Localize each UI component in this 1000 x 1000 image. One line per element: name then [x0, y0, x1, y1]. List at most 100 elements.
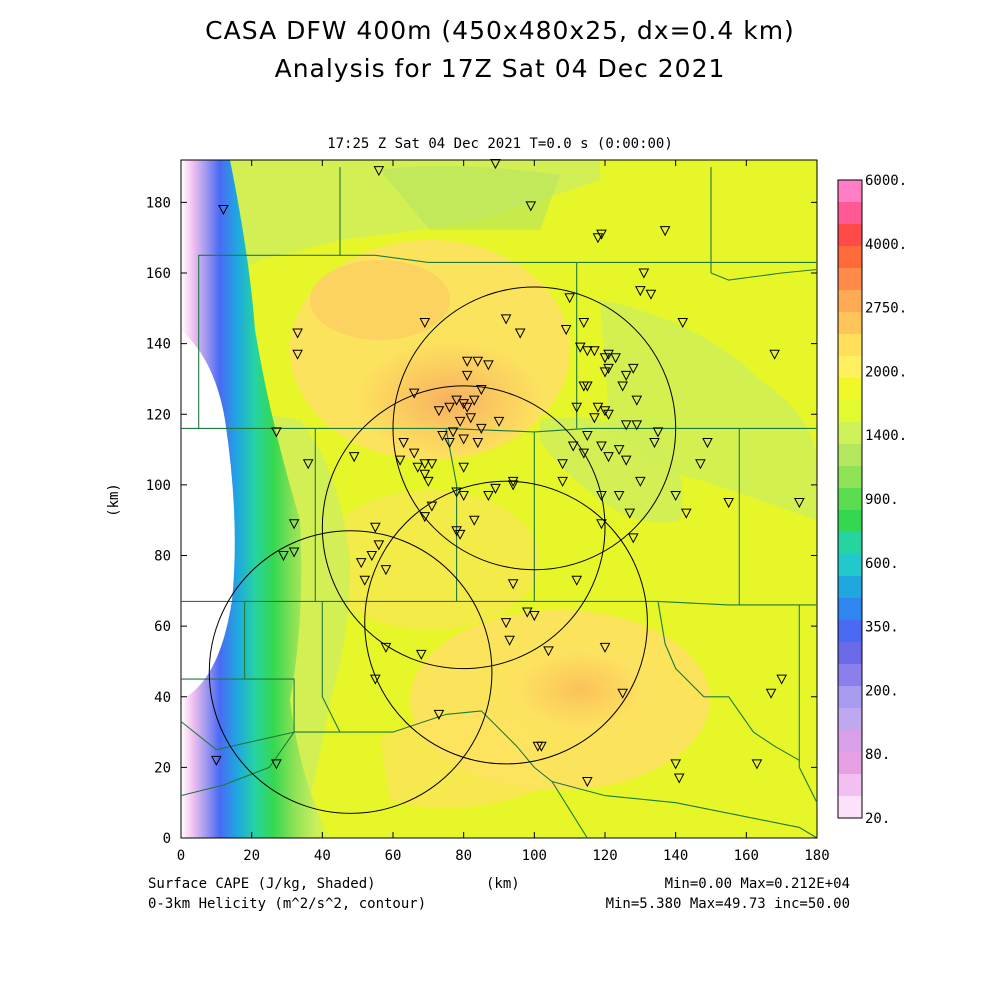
- station-marker: [571, 402, 583, 413]
- x-tick-label: 20: [243, 848, 260, 864]
- station-marker: [490, 159, 501, 170]
- y-tick-label: 140: [146, 337, 171, 353]
- station-marker: [454, 416, 466, 427]
- station-marker: [670, 490, 681, 502]
- station-marker: [596, 441, 607, 452]
- station-marker: [677, 317, 689, 329]
- county-boundary-line: [480, 710, 818, 839]
- station-marker: [620, 420, 632, 431]
- station-marker: [472, 438, 484, 449]
- station-marker: [426, 459, 438, 470]
- station-marker: [631, 395, 643, 406]
- station-marker: [419, 512, 431, 523]
- station-marker: [415, 649, 427, 660]
- station-marker: [458, 490, 469, 502]
- station-marker: [458, 434, 469, 445]
- colorbar-segment: [838, 598, 862, 621]
- station-marker: [525, 201, 537, 212]
- station-marker: [490, 483, 501, 494]
- colorbar-segment: [838, 466, 862, 489]
- station-marker: [627, 363, 639, 374]
- station-marker: [599, 642, 611, 653]
- station-marker: [769, 349, 780, 360]
- station-marker: [776, 674, 787, 685]
- station-marker: [596, 229, 607, 240]
- county-boundary-line: [798, 604, 818, 803]
- station-marker: [638, 268, 650, 279]
- colorbar-segment: [838, 356, 862, 379]
- station-marker: [680, 508, 692, 519]
- station-marker: [288, 547, 300, 558]
- station-marker: [465, 413, 477, 424]
- station-marker: [599, 367, 611, 378]
- station-marker: [613, 445, 625, 456]
- county-boundary-line: [551, 781, 588, 839]
- county-boundary-line: [657, 601, 800, 761]
- station-marker: [631, 420, 643, 431]
- y-tick-label: 60: [154, 619, 171, 635]
- radar-range-ring: [364, 480, 648, 765]
- station-marker: [620, 370, 632, 381]
- station-marker: [437, 430, 448, 442]
- station-marker: [451, 395, 462, 406]
- station-marker: [419, 317, 431, 329]
- station-marker: [603, 409, 614, 420]
- footer-cape-range: Min=0.00 Max=0.212E+04: [664, 876, 850, 892]
- county-boundary-line: [198, 254, 376, 429]
- colorbar-segment: [838, 224, 862, 247]
- station-marker: [702, 438, 713, 449]
- station-marker: [765, 688, 777, 699]
- colorbar-segment: [838, 664, 862, 687]
- station-marker: [751, 759, 763, 770]
- station-marker: [613, 490, 625, 502]
- station-marker: [589, 413, 600, 424]
- station-marker: [218, 204, 229, 216]
- station-marker: [617, 688, 628, 699]
- station-marker: [447, 427, 459, 438]
- station-markers: [211, 159, 805, 788]
- station-marker: [408, 388, 420, 399]
- station-marker: [794, 498, 805, 509]
- colorbar-label: 350.: [865, 620, 899, 636]
- station-marker: [504, 635, 515, 646]
- station-marker: [514, 328, 526, 339]
- station-marker: [624, 508, 636, 519]
- station-marker: [483, 490, 494, 502]
- y-axis: 0 20 40 60 80 100 120 140 160 180: [146, 195, 817, 847]
- station-marker: [493, 416, 505, 427]
- station-marker: [557, 459, 568, 470]
- station-marker: [476, 385, 487, 396]
- station-marker: [592, 233, 604, 244]
- station-marker: [461, 402, 473, 413]
- station-marker: [468, 395, 480, 406]
- station-marker: [288, 519, 300, 530]
- x-tick-label: 160: [734, 848, 759, 864]
- colorbar-segment: [838, 268, 862, 291]
- station-marker: [433, 406, 445, 417]
- y-tick-label: 180: [146, 195, 171, 211]
- station-marker: [458, 399, 469, 410]
- x-tick-label: 40: [314, 848, 331, 864]
- colorbar-segment: [838, 312, 862, 335]
- station-marker: [582, 381, 593, 392]
- x-tick-label: 120: [592, 848, 617, 864]
- colorbar-segment: [838, 400, 862, 423]
- radar-range-ring: [321, 385, 606, 670]
- station-marker: [366, 551, 378, 562]
- station-marker: [461, 370, 473, 381]
- station-marker: [582, 346, 593, 357]
- colorbar-segment: [838, 708, 862, 731]
- colorbar-segment: [838, 444, 862, 467]
- station-marker: [380, 642, 392, 653]
- station-marker: [412, 462, 424, 473]
- county-boundary-line: [321, 601, 341, 733]
- colorbar-label: 1400.: [865, 428, 907, 444]
- station-marker: [673, 773, 685, 784]
- y-tick-label: 0: [163, 831, 171, 847]
- chart-valid-time: 17:25 Z Sat 04 Dec 2021 T=0.0 s (0:00:00…: [327, 136, 673, 152]
- station-marker: [359, 575, 371, 586]
- colorbar-segment: [838, 686, 862, 709]
- station-marker: [578, 448, 590, 459]
- colorbar-segment: [838, 642, 862, 665]
